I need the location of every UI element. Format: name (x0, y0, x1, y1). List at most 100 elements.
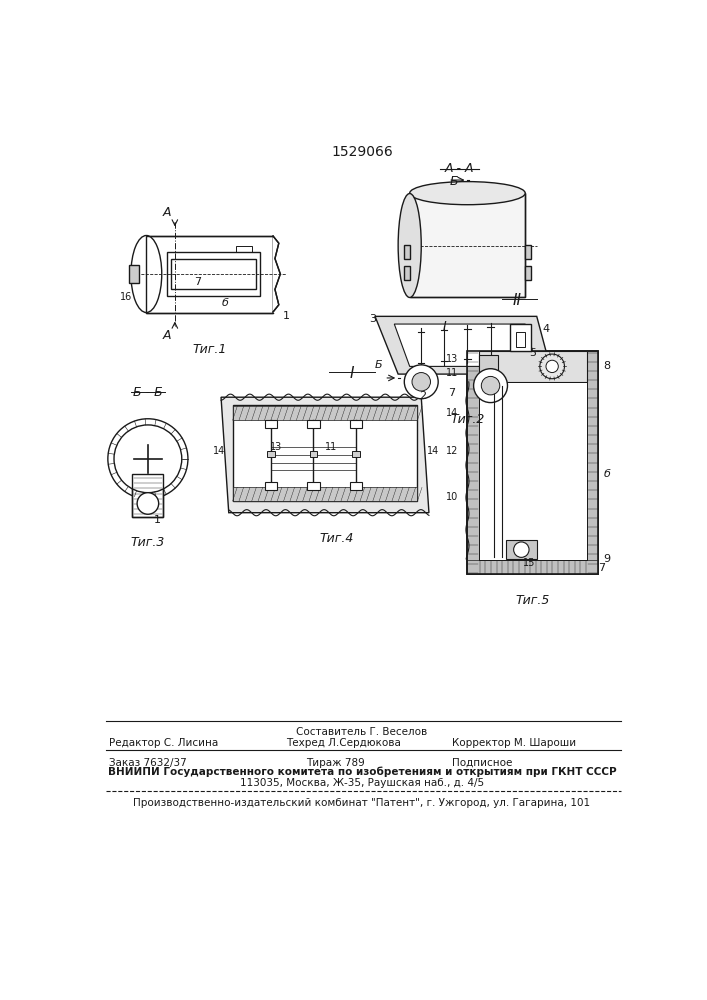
Text: Тираж 789: Тираж 789 (305, 758, 365, 768)
Bar (265, 482, 277, 490)
Bar (409, 193, 525, 297)
Text: б: б (604, 469, 611, 479)
Text: б: б (221, 298, 228, 308)
Polygon shape (221, 397, 429, 513)
Circle shape (137, 493, 158, 514)
Bar (146, 235, 273, 312)
Text: 16: 16 (120, 292, 132, 302)
Bar (267, 451, 275, 457)
Text: 3: 3 (370, 314, 377, 324)
Text: Б: Б (375, 360, 382, 370)
Bar (409, 193, 525, 297)
Bar (233, 487, 417, 501)
Bar (525, 266, 532, 280)
Bar (132, 474, 163, 517)
Text: 1: 1 (283, 311, 290, 321)
Text: 13: 13 (270, 442, 283, 452)
Bar (525, 245, 532, 259)
Text: 12: 12 (446, 446, 458, 456)
Text: A: A (163, 329, 171, 342)
Text: Τиг.1: Τиг.1 (192, 343, 227, 356)
Polygon shape (395, 324, 537, 366)
Bar (479, 382, 587, 560)
Bar (146, 235, 273, 312)
Text: 11: 11 (446, 368, 458, 378)
Bar (479, 351, 587, 382)
Text: I: I (443, 320, 446, 333)
Text: ВНИИПИ Государственного комитета по изобретениям и открытиям при ГКНТ СССР: ВНИИПИ Государственного комитета по изоб… (107, 767, 617, 777)
Text: 2: 2 (419, 391, 426, 401)
Circle shape (108, 419, 188, 499)
Bar (506, 540, 537, 559)
Polygon shape (273, 235, 281, 312)
Circle shape (474, 369, 508, 403)
Bar (350, 420, 362, 428)
Text: 5: 5 (529, 348, 536, 358)
Text: 9: 9 (604, 554, 611, 564)
Circle shape (481, 376, 500, 395)
Bar (479, 382, 587, 560)
Text: Б - Б: Б - Б (133, 386, 163, 399)
Bar (510, 324, 532, 351)
Text: 15: 15 (523, 558, 535, 568)
Bar (265, 420, 277, 428)
Text: 14: 14 (428, 446, 440, 456)
Text: 113035, Москва, Ж-35, Раушская наб., д. 4/5: 113035, Москва, Ж-35, Раушская наб., д. … (240, 778, 484, 788)
Ellipse shape (409, 182, 525, 205)
Bar (404, 266, 409, 280)
Circle shape (514, 542, 529, 557)
Text: 14: 14 (213, 446, 225, 456)
Text: Составитель Г. Веселов: Составитель Г. Веселов (296, 727, 428, 737)
Text: 7: 7 (194, 277, 201, 287)
Text: Τиг.2: Τиг.2 (450, 413, 484, 426)
Bar (233, 405, 417, 501)
Circle shape (114, 425, 182, 493)
Text: 4: 4 (543, 324, 550, 334)
Bar (467, 560, 598, 574)
Text: 1: 1 (154, 515, 161, 525)
Bar (516, 332, 525, 347)
Bar (167, 252, 259, 296)
Text: A - A: A - A (445, 162, 474, 175)
Bar (467, 351, 479, 574)
Text: Производственно-издательский комбинат "Патент", г. Ужгород, ул. Гагарина, 101: Производственно-издательский комбинат "П… (134, 798, 590, 808)
Ellipse shape (398, 194, 421, 297)
Text: 1529066: 1529066 (331, 145, 393, 159)
Polygon shape (375, 316, 552, 374)
Text: Τиг.3: Τиг.3 (131, 536, 165, 549)
Bar (467, 351, 598, 574)
Bar (132, 474, 163, 517)
Text: Б: Б (450, 175, 458, 188)
Text: A: A (163, 206, 171, 219)
Text: Подписное: Подписное (452, 758, 513, 768)
Text: Заказ 7632/37: Заказ 7632/37 (110, 758, 187, 768)
Text: 7: 7 (598, 563, 605, 573)
Bar (308, 482, 320, 490)
Text: I: I (350, 366, 354, 381)
Text: 14: 14 (446, 408, 458, 418)
Text: 11: 11 (325, 442, 337, 452)
Circle shape (540, 354, 564, 379)
Bar (310, 451, 317, 457)
Bar (308, 420, 320, 428)
Text: 13: 13 (446, 354, 458, 364)
Bar (171, 259, 256, 289)
Text: Τиг.5: Τиг.5 (515, 594, 550, 607)
Circle shape (546, 360, 559, 373)
Bar (404, 245, 409, 259)
Circle shape (404, 365, 438, 399)
Text: 10: 10 (446, 492, 458, 502)
Ellipse shape (131, 235, 162, 312)
Text: Редактор С. Лисина: Редактор С. Лисина (110, 738, 218, 748)
Bar (352, 451, 360, 457)
Bar (587, 351, 598, 574)
Bar (129, 265, 139, 283)
Text: Τиг.4: Τиг.4 (320, 532, 354, 545)
Circle shape (412, 373, 431, 391)
Text: 7: 7 (448, 388, 455, 398)
Text: 8: 8 (604, 361, 611, 371)
Bar (479, 355, 498, 378)
Bar (236, 246, 252, 252)
Bar (350, 482, 362, 490)
Bar (467, 351, 598, 574)
